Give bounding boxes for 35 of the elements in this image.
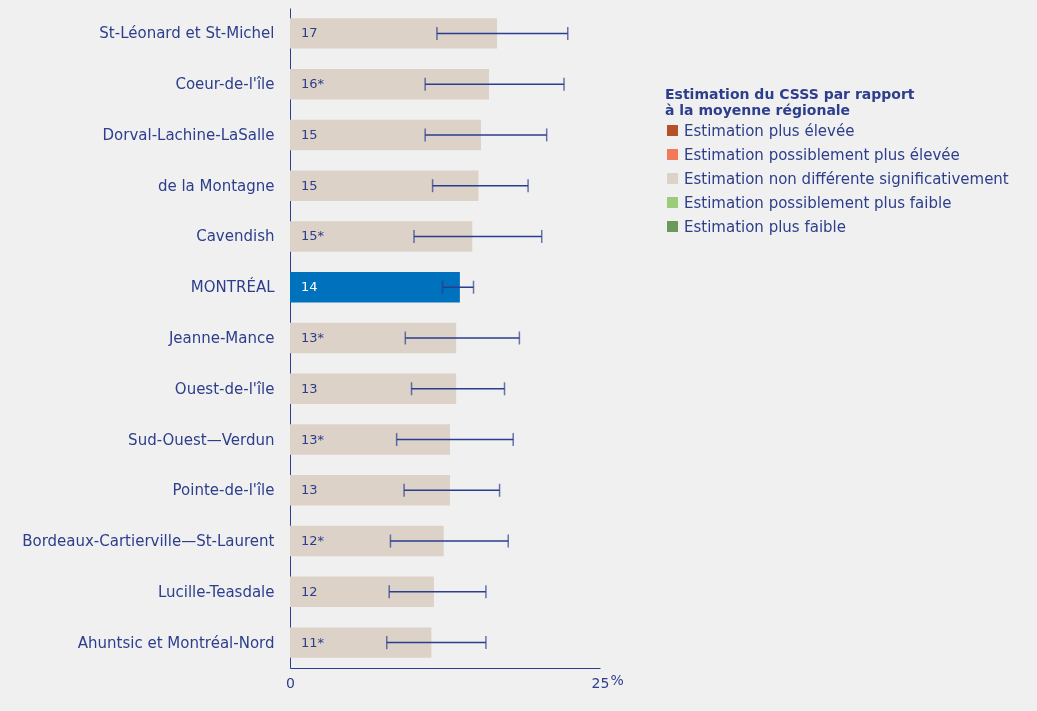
legend-label: Estimation possiblement plus élevée (684, 145, 960, 164)
y-tick-label: Ouest-de-l'île (174, 379, 275, 398)
y-tick-label: Ahuntsic et Montréal-Nord (77, 633, 275, 652)
legend-label: Estimation possiblement plus faible (684, 193, 952, 212)
x-tick-label: 0 (286, 674, 295, 691)
legend-label: Estimation plus faible (684, 217, 846, 236)
y-tick-label: Coeur-de-l'île (175, 75, 275, 94)
data-label: 17 (301, 25, 318, 41)
data-label: 13 (301, 482, 318, 498)
data-label: 15 (301, 177, 318, 193)
y-tick-label: Lucille-Teasdale (157, 582, 275, 601)
x-axis-title: % (610, 671, 624, 688)
y-tick-label: Bordeaux-Cartierville—St-Laurent (22, 532, 275, 551)
data-label: 13* (301, 431, 325, 447)
data-label: 11* (301, 634, 325, 650)
data-label: 15 (301, 126, 318, 142)
legend-title: Estimation du CSSS par rapport à la moyenne régionale (665, 86, 915, 118)
data-label: 15* (301, 228, 325, 244)
y-tick-label: St-Léonard et St-Michel (99, 24, 275, 43)
data-label: 13 (301, 380, 318, 396)
legend-label: Estimation plus élevée (684, 121, 855, 140)
x-tick-label: 25 (591, 674, 610, 691)
data-label: 12* (301, 533, 325, 549)
y-tick-label: MONTRÉAL (190, 277, 276, 297)
y-tick-label: Dorval-Lachine-LaSalle (102, 125, 275, 144)
data-label: 14 (301, 279, 318, 295)
y-tick-label: Pointe-de-l'île (172, 481, 275, 500)
y-tick-label: Cavendish (196, 227, 275, 246)
y-tick-label: Jeanne-Mance (167, 329, 275, 347)
y-tick-label: Sud-Ouest—Verdun (128, 430, 275, 449)
legend-label: Estimation non différente significativement (684, 169, 1009, 188)
y-tick-label: de la Montagne (157, 176, 275, 195)
data-label: 12 (301, 583, 318, 599)
data-label: 13* (301, 330, 325, 345)
data-label: 16* (301, 76, 325, 92)
